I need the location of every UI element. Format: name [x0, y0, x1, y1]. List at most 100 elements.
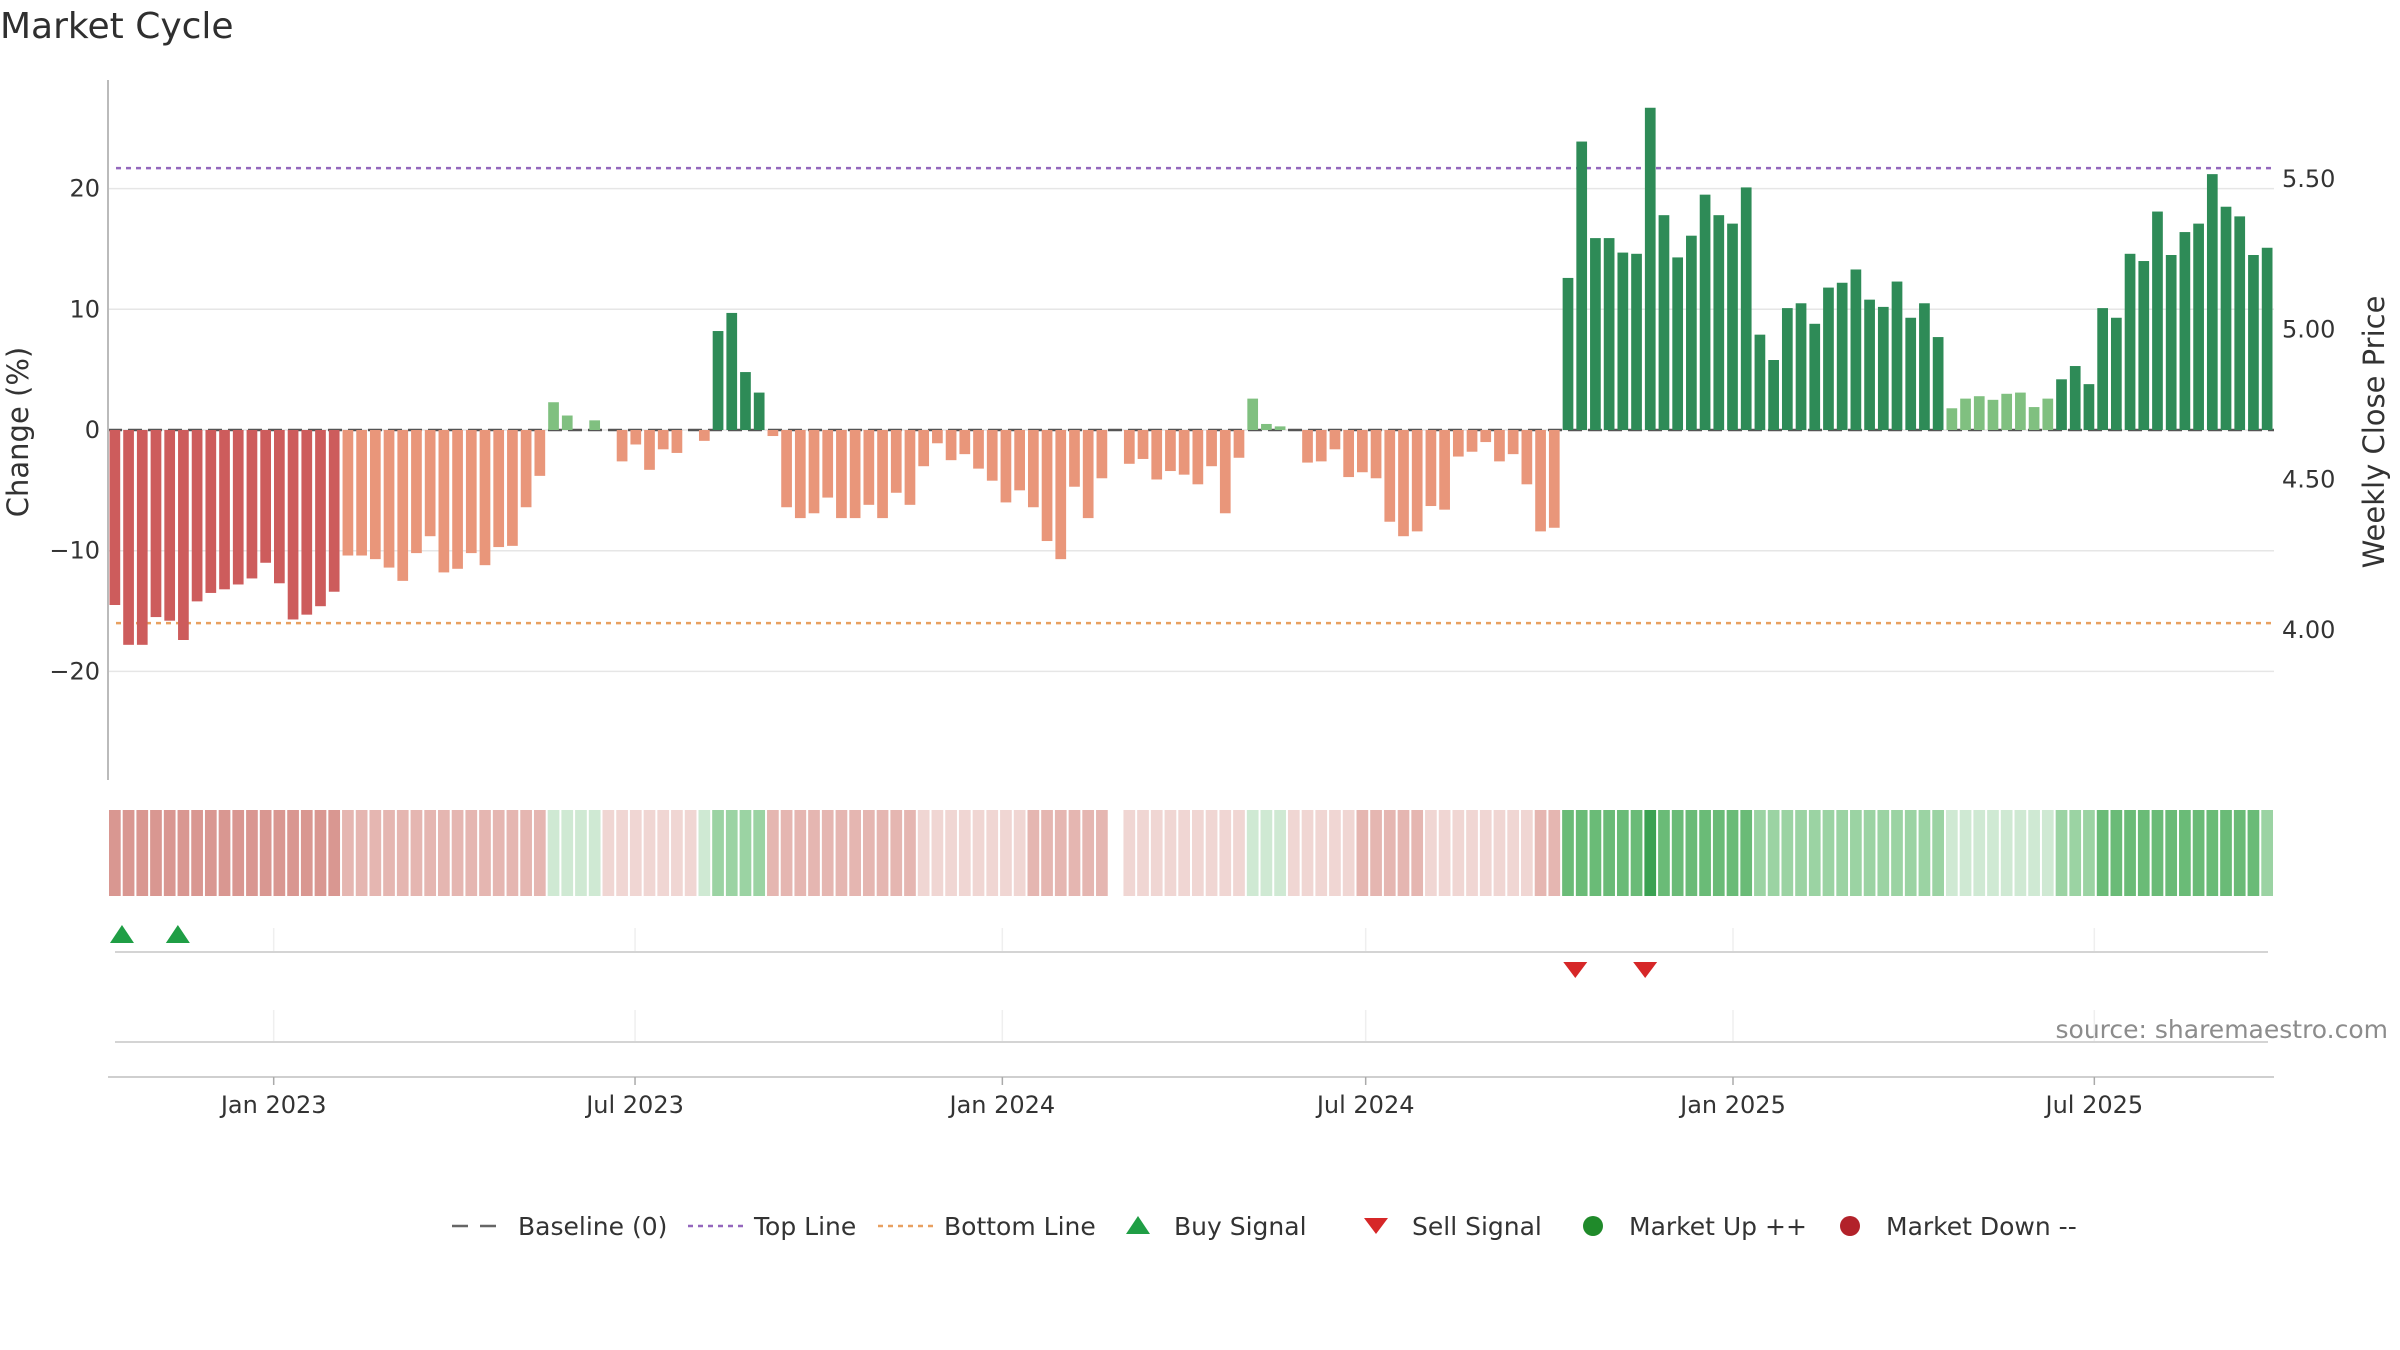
change-bar	[1919, 303, 1930, 430]
state-cell	[1246, 810, 1259, 896]
state-cell	[917, 810, 930, 896]
change-bar	[2234, 216, 2246, 430]
change-bar	[2179, 232, 2191, 430]
change-bar	[1165, 430, 1176, 472]
state-cell	[780, 810, 793, 896]
state-cell	[1699, 810, 1711, 896]
state-cell	[369, 810, 382, 896]
change-bar	[1329, 430, 1341, 450]
change-bar	[1631, 253, 1642, 430]
change-bar	[1960, 398, 1971, 430]
change-bar	[1233, 430, 1245, 458]
state-cell	[1562, 810, 1574, 896]
state-cell	[2041, 810, 2054, 896]
change-bar	[356, 430, 367, 556]
state-cell	[547, 810, 560, 896]
change-bar	[1891, 281, 1903, 430]
change-bar	[1000, 430, 1012, 503]
y-tick-label: 10	[69, 295, 100, 323]
state-cell	[767, 810, 779, 896]
state-cell	[1589, 810, 1602, 896]
state-cell	[1740, 810, 1753, 896]
state-cell	[1164, 810, 1177, 896]
state-cell	[1329, 810, 1341, 896]
state-cell	[396, 810, 409, 896]
change-bar	[1494, 430, 1505, 462]
state-cell	[1534, 810, 1547, 896]
change-bar	[2193, 223, 2204, 430]
state-cell	[1178, 810, 1190, 896]
state-cell	[1658, 810, 1670, 896]
state-cell	[588, 810, 601, 896]
change-bar	[301, 430, 313, 615]
state-cell	[1795, 810, 1807, 896]
state-cell	[698, 810, 711, 896]
change-bar	[959, 430, 971, 455]
x-tick-label: Jan 2024	[947, 1091, 1055, 1119]
change-bar	[781, 430, 792, 508]
legend-label: Market Up ++	[1629, 1212, 1807, 1241]
state-cell	[2000, 810, 2013, 896]
change-bar	[1713, 215, 1725, 430]
state-cell	[1987, 810, 1999, 896]
change-bar	[1425, 430, 1437, 507]
change-bar	[671, 430, 683, 453]
change-bar	[712, 331, 724, 430]
state-cell	[136, 810, 149, 896]
change-bar	[452, 430, 463, 569]
x-axis: Jan 2023 Jul 2023 Jan 2024 Jul 2024 Jan 2025…	[108, 1076, 2274, 1119]
change-bar	[863, 430, 875, 505]
state-cell	[438, 810, 450, 896]
change-bar	[808, 430, 820, 514]
state-cell	[986, 810, 999, 896]
state-cell	[287, 810, 299, 896]
source-note: source: sharemaestro.com	[2055, 1015, 2389, 1044]
change-bar	[657, 430, 669, 450]
state-cell	[643, 810, 656, 896]
state-cell	[2233, 810, 2246, 896]
state-cell	[1370, 810, 1382, 896]
change-bar	[918, 430, 930, 467]
legend-item-buy: Buy Signal	[1126, 1212, 1307, 1241]
change-bar	[1590, 238, 1601, 430]
change-bar	[1864, 299, 1875, 430]
change-bar	[1411, 430, 1423, 532]
state-cell	[1054, 810, 1067, 896]
change-bar	[232, 430, 244, 585]
change-bar	[616, 430, 628, 462]
state-cell	[1616, 810, 1629, 896]
change-bar	[1206, 430, 1217, 467]
state-cell	[1137, 810, 1149, 896]
legend-label: Top Line	[753, 1212, 856, 1241]
legend-item-baseline: Baseline (0)	[452, 1212, 667, 1241]
state-cell	[1192, 810, 1204, 896]
change-bar	[1274, 426, 1286, 430]
change-bar	[2261, 247, 2273, 430]
change-bar	[424, 430, 436, 537]
change-bar	[2152, 211, 2163, 430]
change-bar	[109, 430, 121, 605]
x-tick-label: Jul 2025	[2043, 1091, 2143, 1119]
state-cell	[1945, 810, 1958, 896]
state-cell	[314, 810, 327, 896]
state-cell	[2110, 810, 2123, 896]
change-bar	[507, 430, 518, 546]
state-cell	[259, 810, 272, 896]
change-bar	[383, 430, 395, 568]
state-cell	[2151, 810, 2164, 896]
state-cell	[2247, 810, 2260, 896]
change-bar	[794, 430, 806, 519]
change-bar	[2138, 261, 2150, 430]
y-tick-label: 20	[69, 175, 100, 203]
state-cell	[492, 810, 505, 896]
change-bar	[1507, 430, 1519, 455]
state-cell	[465, 810, 478, 896]
legend-item-sell: Sell Signal	[1364, 1212, 1542, 1241]
state-cell	[300, 810, 313, 896]
state-cell	[410, 810, 423, 896]
x-tick-label: Jul 2024	[1315, 1091, 1415, 1119]
change-bar	[2042, 398, 2054, 430]
state-cell	[1781, 810, 1794, 896]
change-bar	[342, 430, 354, 556]
